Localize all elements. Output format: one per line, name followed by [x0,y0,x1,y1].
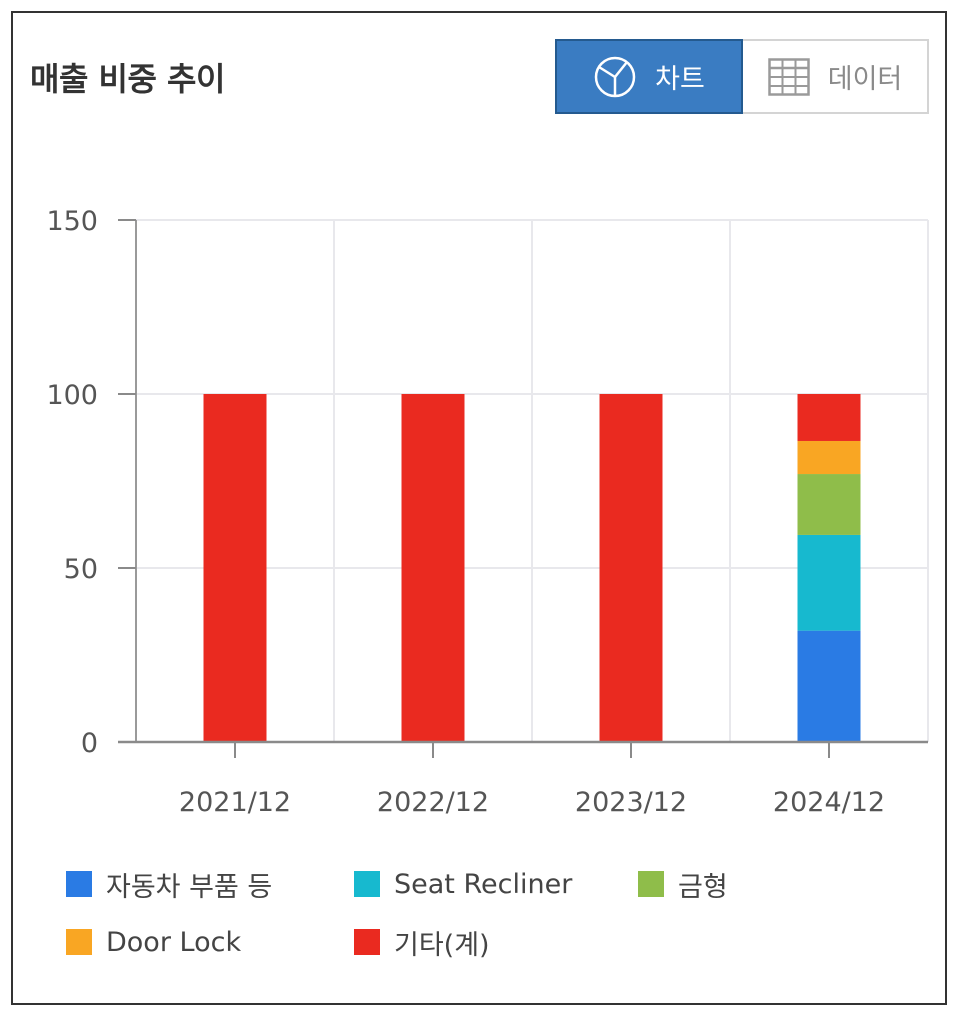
chart-panel [11,11,947,1005]
legend-label: Seat Recliner [394,868,573,900]
y-tick-label: 50 [64,554,98,585]
chart-legend: 자동차 부품 등 Seat Recliner 금형 Door Lock 기타(계) [66,868,926,961]
x-tick-label: 2021/12 [179,787,291,818]
legend-swatch [66,871,92,897]
chart-view-button[interactable]: 차트 [555,39,743,114]
bar-segment [797,474,861,535]
legend-swatch [638,871,664,897]
legend-swatch [66,929,92,955]
data-view-label: 데이터 [827,64,903,95]
x-tick-label: 2022/12 [377,787,489,818]
x-tick-label: 2024/12 [773,787,885,818]
legend-item[interactable]: Door Lock [66,926,354,958]
legend-label: 기타(계) [394,929,490,961]
bar-segment [203,394,267,742]
legend-item[interactable]: 자동차 부품 등 [66,868,354,903]
bar-segment [599,394,663,742]
legend-swatch [354,871,380,897]
legend-item[interactable]: Seat Recliner [354,868,638,900]
table-grid-icon [767,57,810,96]
pie-chart-icon [593,55,637,99]
bar-segment [797,630,861,742]
bar-segment [797,394,861,441]
legend-item[interactable]: 기타(계) [354,926,638,961]
bar-segment [401,394,465,742]
y-tick-label: 100 [46,380,98,411]
data-view-button[interactable]: 데이터 [743,39,929,114]
bar-segment [797,440,861,475]
page-title: 매출 비중 추이 [30,60,225,98]
legend-item[interactable]: 금형 [638,868,918,903]
legend-label: 자동차 부품 등 [106,871,273,903]
bar-segment [797,534,861,631]
view-toggle: 차트 데이터 [555,39,929,114]
stacked-bar-chart: 0 50 100 150 2021/12 2022/12 2023/12 2024/12 [46,206,929,818]
y-tick-label: 0 [81,728,98,759]
x-tick-label: 2023/12 [575,787,687,818]
y-tick-label: 150 [46,206,98,237]
legend-label: 금형 [678,871,728,903]
chart-view-label: 차트 [655,64,705,95]
legend-label: Door Lock [106,926,242,958]
legend-swatch [354,929,380,955]
